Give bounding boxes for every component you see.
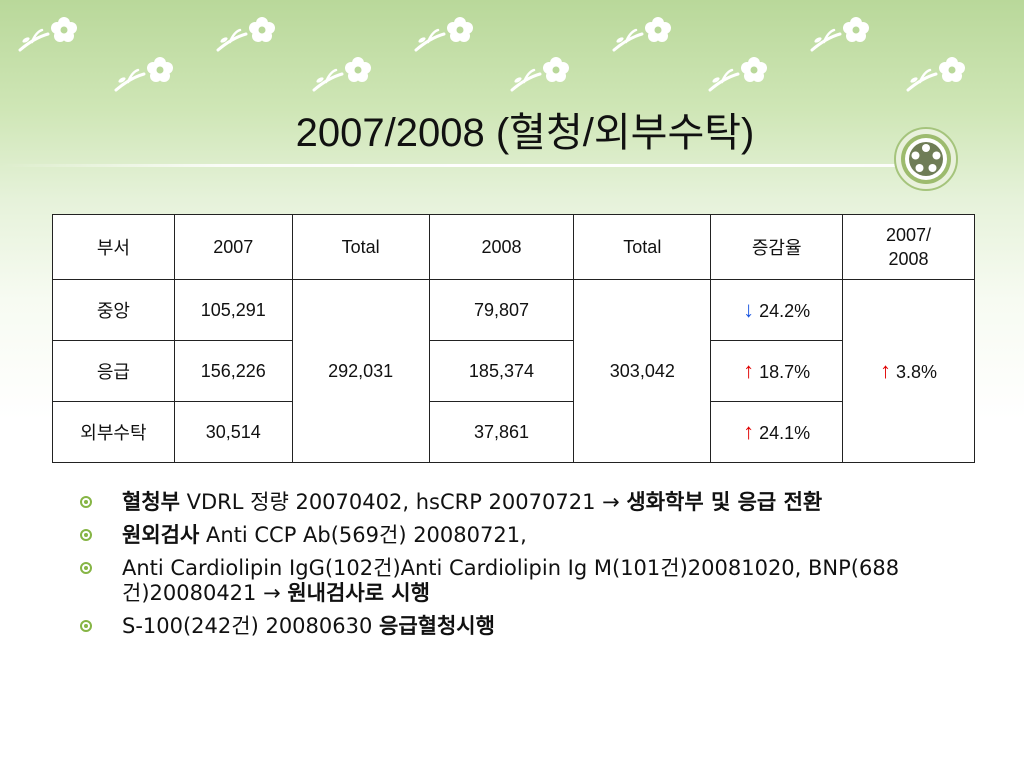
table-header-row: 부서 2007 Total 2008 Total 증감율 2007/ 2008 bbox=[52, 214, 975, 280]
dept-cell: 중앙 bbox=[52, 279, 175, 341]
rate-cell: ↓ 24.2% bbox=[710, 279, 844, 341]
value-2008-cell: 185,374 bbox=[428, 340, 575, 402]
header-cell: 부서 bbox=[52, 214, 175, 280]
arrow-up-icon: ↑ bbox=[743, 358, 755, 383]
value-2007-cell: 30,514 bbox=[173, 401, 293, 463]
bullet-text: VDRL 정량 20070402, hsCRP 20070721 → bbox=[179, 490, 627, 514]
decorative-flower-pattern bbox=[18, 17, 965, 92]
value-2008-cell: 79,807 bbox=[428, 279, 575, 341]
header-cell: 2007 bbox=[173, 214, 293, 280]
header-cell: Total bbox=[291, 214, 430, 280]
bullet-circle-icon bbox=[80, 496, 92, 508]
bullet-circle-icon bbox=[80, 529, 92, 541]
dept-cell: 응급 bbox=[52, 340, 175, 402]
table-row: 중앙 105,291 292,031 79,807 303,042 ↓ 24.2… bbox=[52, 279, 975, 463]
header-cell: Total bbox=[573, 214, 712, 280]
value-2007-cell: 156,226 bbox=[173, 340, 293, 402]
bullet-bold-lead: 원외검사 bbox=[122, 523, 200, 547]
list-item: 혈청부 VDRL 정량 20070402, hsCRP 20070721 → 생… bbox=[70, 490, 985, 515]
header-cell: 2008 bbox=[428, 214, 575, 280]
value-2007-cell: 105,291 bbox=[173, 279, 293, 341]
total-2008-cell: 303,042 bbox=[573, 279, 712, 463]
rate-cell: ↑ 18.7% bbox=[710, 340, 844, 402]
list-item: Anti Cardiolipin IgG(102건)Anti Cardiolip… bbox=[70, 556, 985, 606]
arrow-up-icon: ↑ bbox=[743, 419, 755, 444]
statistics-table: 부서 2007 Total 2008 Total 증감율 2007/ 2008 … bbox=[52, 214, 975, 463]
rate-value: 18.7% bbox=[754, 362, 811, 382]
bullet-bold-tail: 원내검사로 시행 bbox=[287, 581, 430, 605]
bullet-text: Anti Cardiolipin IgG(102건)Anti Cardiolip… bbox=[122, 556, 900, 605]
header-cell: 증감율 bbox=[710, 214, 844, 280]
overall-rate-value: 3.8% bbox=[891, 362, 938, 382]
rate-value: 24.2% bbox=[754, 301, 811, 321]
value-2008-cell: 37,861 bbox=[428, 401, 575, 463]
dept-cell: 외부수탁 bbox=[52, 401, 175, 463]
table-row: 외부수탁 30,514 37,861 ↑ 24.1% bbox=[52, 401, 975, 463]
header-cell: 2007/ 2008 bbox=[842, 214, 975, 280]
bullet-text: S-100(242건) 20080630 bbox=[122, 614, 380, 638]
total-2007-cell: 292,031 bbox=[291, 279, 430, 463]
bullet-bold-tail: 생화학부 및 응급 전환 bbox=[626, 490, 823, 514]
slide-title: 2007/2008 (혈청/외부수탁) bbox=[295, 111, 755, 155]
bullet-list: 혈청부 VDRL 정량 20070402, hsCRP 20070721 → 생… bbox=[70, 490, 985, 647]
bullet-text: Anti CCP Ab(569건) 20080721, bbox=[199, 523, 527, 547]
bullet-circle-icon bbox=[80, 620, 92, 632]
table-row: 응급 156,226 185,374 ↑ 18.7% bbox=[52, 340, 975, 402]
list-item: 원외검사 Anti CCP Ab(569건) 20080721, bbox=[70, 523, 985, 548]
list-item: S-100(242건) 20080630 응급혈청시행 bbox=[70, 614, 985, 639]
bullet-bold-tail: 응급혈청시행 bbox=[379, 614, 495, 638]
bullet-circle-icon bbox=[80, 562, 92, 574]
bullet-bold-lead: 혈청부 bbox=[122, 490, 180, 514]
arrow-down-icon: ↓ bbox=[743, 297, 755, 322]
rate-value: 24.1% bbox=[754, 423, 811, 443]
arrow-up-icon: ↑ bbox=[880, 358, 892, 383]
decorative-seal-icon bbox=[894, 127, 958, 191]
title-underline bbox=[0, 164, 900, 167]
overall-rate-cell: ↑ 3.8% bbox=[842, 279, 975, 463]
rate-cell: ↑ 24.1% bbox=[710, 401, 844, 463]
